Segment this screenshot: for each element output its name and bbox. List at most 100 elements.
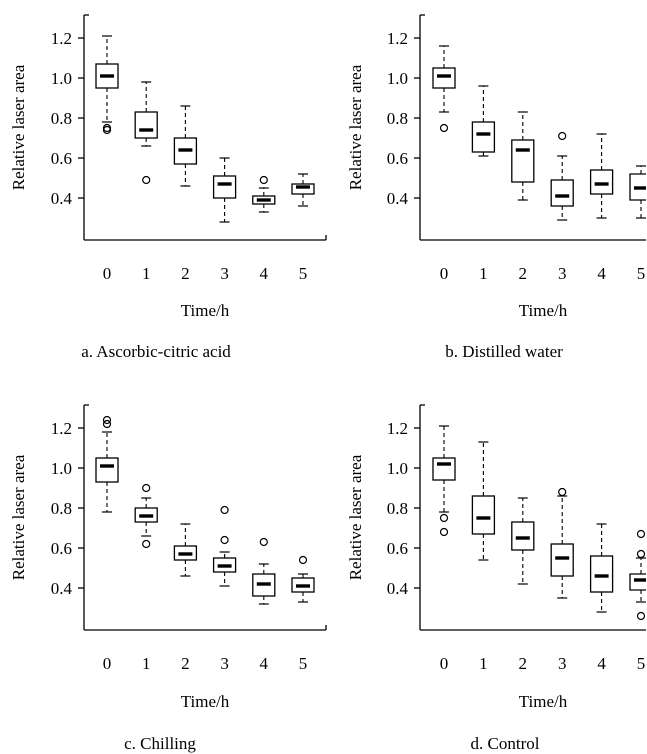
y-axis-title: Relative laser area — [9, 64, 28, 190]
panel-caption: a. Ascorbic-citric acid — [81, 342, 231, 361]
box-plot-time-1 — [471, 441, 496, 561]
box-iqr — [550, 179, 574, 207]
outlier-point — [142, 175, 151, 185]
box-plot-time-3 — [550, 131, 574, 221]
panel-a: 0.4 0.6 0.8 1.0 1.2 0 1 2 3 4 5 Time/h Relative lase… — [9, 14, 327, 361]
y-tick-label: 0.6 — [51, 149, 72, 168]
box-iqr — [589, 169, 614, 195]
box-plot-time-0 — [95, 415, 119, 513]
box-plot-time-4 — [589, 133, 614, 219]
box-plot-time-0 — [432, 425, 456, 537]
box-iqr — [134, 111, 158, 139]
y-tick-label: 0.8 — [387, 499, 408, 518]
x-tick-label: 5 — [637, 264, 646, 283]
y-tick-label: 0.8 — [51, 499, 72, 518]
box-iqr — [432, 67, 456, 89]
x-tick-label: 2 — [181, 264, 190, 283]
panel-caption: b. Distilled water — [445, 342, 563, 361]
x-tick-label: 1 — [142, 264, 151, 283]
outlier-point — [102, 419, 112, 429]
x-tick-label: 3 — [558, 264, 567, 283]
x-tick-label: 5 — [637, 654, 646, 673]
box-plot-time-5 — [629, 165, 646, 219]
outlier-point — [439, 513, 449, 523]
y-axis-title: Relative laser area — [9, 454, 28, 580]
box-plot-time-3 — [212, 157, 237, 223]
panel-d: 0.4 0.6 0.8 1.0 1.2 0 1 2 3 4 5 Time/h Relative lase… — [346, 404, 646, 753]
x-tick-label: 3 — [220, 654, 229, 673]
y-tick-label: 1.0 — [51, 459, 72, 478]
box-plot-time-4 — [252, 537, 276, 605]
x-tick-label: 3 — [220, 264, 229, 283]
outlier-point — [142, 483, 151, 493]
outlier-point — [259, 175, 268, 185]
outlier-point — [439, 527, 449, 537]
x-tick-label: 2 — [519, 264, 528, 283]
outlier-point — [220, 505, 229, 515]
x-axis-title: Time/h — [519, 692, 568, 711]
y-tick-label: 1.0 — [387, 69, 408, 88]
outlier-point — [142, 539, 151, 549]
x-tick-label: 0 — [440, 264, 449, 283]
box-iqr — [432, 457, 456, 481]
y-tick-label: 1.2 — [51, 29, 72, 48]
outlier-point — [636, 549, 646, 559]
x-tick-label: 5 — [299, 654, 308, 673]
y-axis-title: Relative laser area — [346, 454, 365, 580]
outlier-point — [298, 555, 308, 565]
x-axis-title: Time/h — [181, 692, 230, 711]
y-tick-label: 0.4 — [387, 579, 409, 598]
x-tick-label: 0 — [103, 264, 112, 283]
box-plot-time-2 — [511, 111, 535, 201]
box-plot-time-2 — [173, 523, 198, 577]
x-tick-label: 1 — [479, 654, 488, 673]
x-tick-label: 2 — [519, 654, 528, 673]
outlier-point — [558, 131, 567, 141]
box-plot-time-3 — [212, 505, 237, 587]
x-tick-label: 4 — [597, 654, 606, 673]
box-plot-time-0 — [95, 35, 119, 135]
y-tick-label: 1.2 — [387, 419, 408, 438]
panel-caption: c. Chilling — [124, 734, 196, 753]
box-iqr — [212, 175, 237, 199]
x-tick-label: 1 — [142, 654, 151, 673]
box-iqr — [589, 555, 614, 593]
box-plot-time-5 — [629, 529, 646, 621]
x-tick-label: 4 — [597, 264, 606, 283]
y-tick-label: 0.8 — [387, 109, 408, 128]
box-iqr — [629, 573, 646, 591]
y-tick-label: 0.4 — [51, 189, 73, 208]
box-plot-time-2 — [173, 105, 198, 187]
y-tick-label: 0.6 — [51, 539, 72, 558]
y-tick-label: 1.2 — [387, 29, 408, 48]
y-tick-label: 1.2 — [51, 419, 72, 438]
box-plot-time-5 — [291, 173, 315, 207]
box-plot-time-4 — [589, 523, 614, 613]
y-axis-title: Relative laser area — [346, 64, 365, 190]
box-iqr — [511, 521, 535, 551]
box-plot-time-3 — [550, 487, 574, 599]
box-plot-time-1 — [134, 483, 158, 549]
box-iqr — [511, 139, 535, 183]
x-tick-label: 3 — [558, 654, 567, 673]
x-tick-label: 1 — [479, 264, 488, 283]
box-plot-time-0 — [432, 45, 456, 133]
y-tick-label: 0.4 — [51, 579, 73, 598]
x-tick-label: 2 — [181, 654, 190, 673]
panel-caption: d. Control — [471, 734, 540, 753]
box-plot-time-1 — [134, 81, 158, 185]
y-tick-label: 1.0 — [51, 69, 72, 88]
outlier-point — [259, 537, 268, 547]
box-iqr — [629, 173, 646, 201]
x-tick-label: 4 — [260, 654, 269, 673]
outlier-point — [102, 123, 112, 133]
box-iqr — [471, 121, 496, 153]
y-tick-label: 0.6 — [387, 149, 408, 168]
x-axis-title: Time/h — [519, 301, 568, 320]
y-tick-label: 0.6 — [387, 539, 408, 558]
outlier-point — [102, 415, 112, 425]
box-plot-time-1 — [471, 85, 496, 157]
y-tick-label: 0.8 — [51, 109, 72, 128]
